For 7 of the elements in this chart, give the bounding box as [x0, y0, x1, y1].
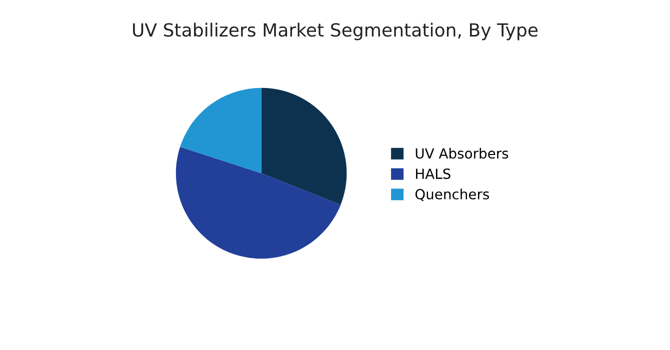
- pie-slice: [261, 88, 347, 205]
- pie-slice: [176, 146, 341, 259]
- chart-title: UV Stabilizers Market Segmentation, By Type: [133, 22, 538, 40]
- legend-label: HALS: [416, 168, 450, 180]
- legend-label: UV Absorbers: [416, 148, 508, 159]
- legend-label: Quenchers: [415, 188, 489, 202]
- pie-slice: [180, 88, 262, 174]
